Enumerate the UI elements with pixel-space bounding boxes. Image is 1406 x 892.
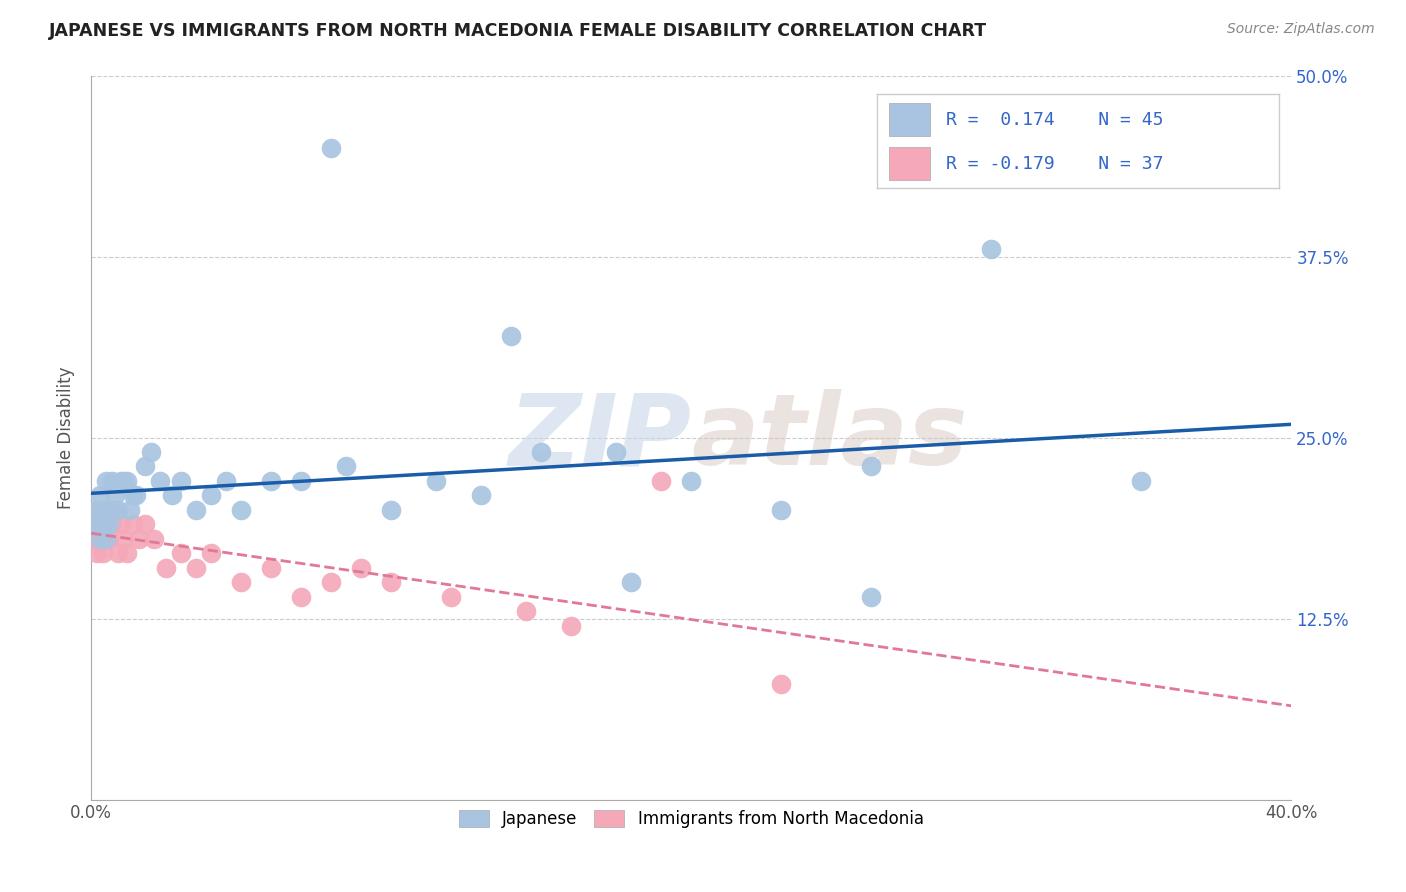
Point xyxy=(91,503,114,517)
Point xyxy=(91,503,114,517)
Point xyxy=(89,532,111,546)
Point xyxy=(1130,474,1153,488)
Point xyxy=(170,474,193,488)
Point xyxy=(515,604,537,618)
Point xyxy=(83,517,105,532)
Point xyxy=(98,503,121,517)
Point xyxy=(186,561,208,575)
Point xyxy=(89,488,111,502)
Point xyxy=(104,488,127,502)
Point xyxy=(143,532,166,546)
Point xyxy=(380,575,402,590)
Point xyxy=(141,445,163,459)
Point xyxy=(86,503,108,517)
Point xyxy=(98,517,121,532)
Point xyxy=(107,546,129,560)
Point xyxy=(321,141,343,155)
Point xyxy=(104,503,127,517)
Point xyxy=(350,561,373,575)
Point xyxy=(501,329,523,343)
Point xyxy=(290,474,312,488)
Point xyxy=(83,517,105,532)
Point xyxy=(860,590,883,604)
Point xyxy=(125,488,148,502)
Point xyxy=(120,503,142,517)
Point xyxy=(231,503,253,517)
Point xyxy=(101,474,124,488)
Point xyxy=(335,459,357,474)
Point xyxy=(560,619,582,633)
Point xyxy=(681,474,703,488)
Point xyxy=(770,676,793,690)
Point xyxy=(260,561,283,575)
Point xyxy=(620,575,643,590)
Point xyxy=(860,459,883,474)
Point xyxy=(605,445,627,459)
Point xyxy=(115,546,138,560)
Point xyxy=(101,517,124,532)
Point xyxy=(96,532,118,546)
Point xyxy=(321,575,343,590)
Point xyxy=(112,532,135,546)
Point xyxy=(149,474,172,488)
Point xyxy=(770,503,793,517)
Point xyxy=(470,488,492,502)
Point xyxy=(530,445,553,459)
Point xyxy=(155,561,177,575)
Point xyxy=(91,546,114,560)
Point xyxy=(89,517,111,532)
Point xyxy=(112,474,135,488)
Point xyxy=(200,546,222,560)
Point xyxy=(98,532,121,546)
Text: Source: ZipAtlas.com: Source: ZipAtlas.com xyxy=(1227,22,1375,37)
Point xyxy=(91,517,114,532)
Point xyxy=(380,503,402,517)
Point xyxy=(98,503,121,517)
Point xyxy=(425,474,447,488)
Point xyxy=(650,474,672,488)
Point xyxy=(231,575,253,590)
Point xyxy=(110,474,132,488)
Point xyxy=(134,517,156,532)
Point xyxy=(96,517,118,532)
Point xyxy=(96,474,118,488)
Point xyxy=(186,503,208,517)
Point xyxy=(200,488,222,502)
Legend: Japanese, Immigrants from North Macedonia: Japanese, Immigrants from North Macedoni… xyxy=(453,803,931,835)
Point xyxy=(260,474,283,488)
Point xyxy=(122,517,145,532)
Point xyxy=(215,474,238,488)
Point xyxy=(83,532,105,546)
Point xyxy=(86,546,108,560)
Point xyxy=(170,546,193,560)
Point xyxy=(86,503,108,517)
Point xyxy=(440,590,463,604)
Y-axis label: Female Disability: Female Disability xyxy=(58,367,75,508)
Point xyxy=(122,488,145,502)
Text: ZIP: ZIP xyxy=(508,389,692,486)
Text: atlas: atlas xyxy=(692,389,967,486)
Point xyxy=(89,532,111,546)
Point xyxy=(110,517,132,532)
Point xyxy=(128,532,150,546)
Point xyxy=(115,474,138,488)
Point xyxy=(134,459,156,474)
Point xyxy=(290,590,312,604)
Point xyxy=(107,503,129,517)
Point xyxy=(160,488,183,502)
Text: JAPANESE VS IMMIGRANTS FROM NORTH MACEDONIA FEMALE DISABILITY CORRELATION CHART: JAPANESE VS IMMIGRANTS FROM NORTH MACEDO… xyxy=(49,22,987,40)
Point xyxy=(96,532,118,546)
Point xyxy=(980,242,1002,256)
